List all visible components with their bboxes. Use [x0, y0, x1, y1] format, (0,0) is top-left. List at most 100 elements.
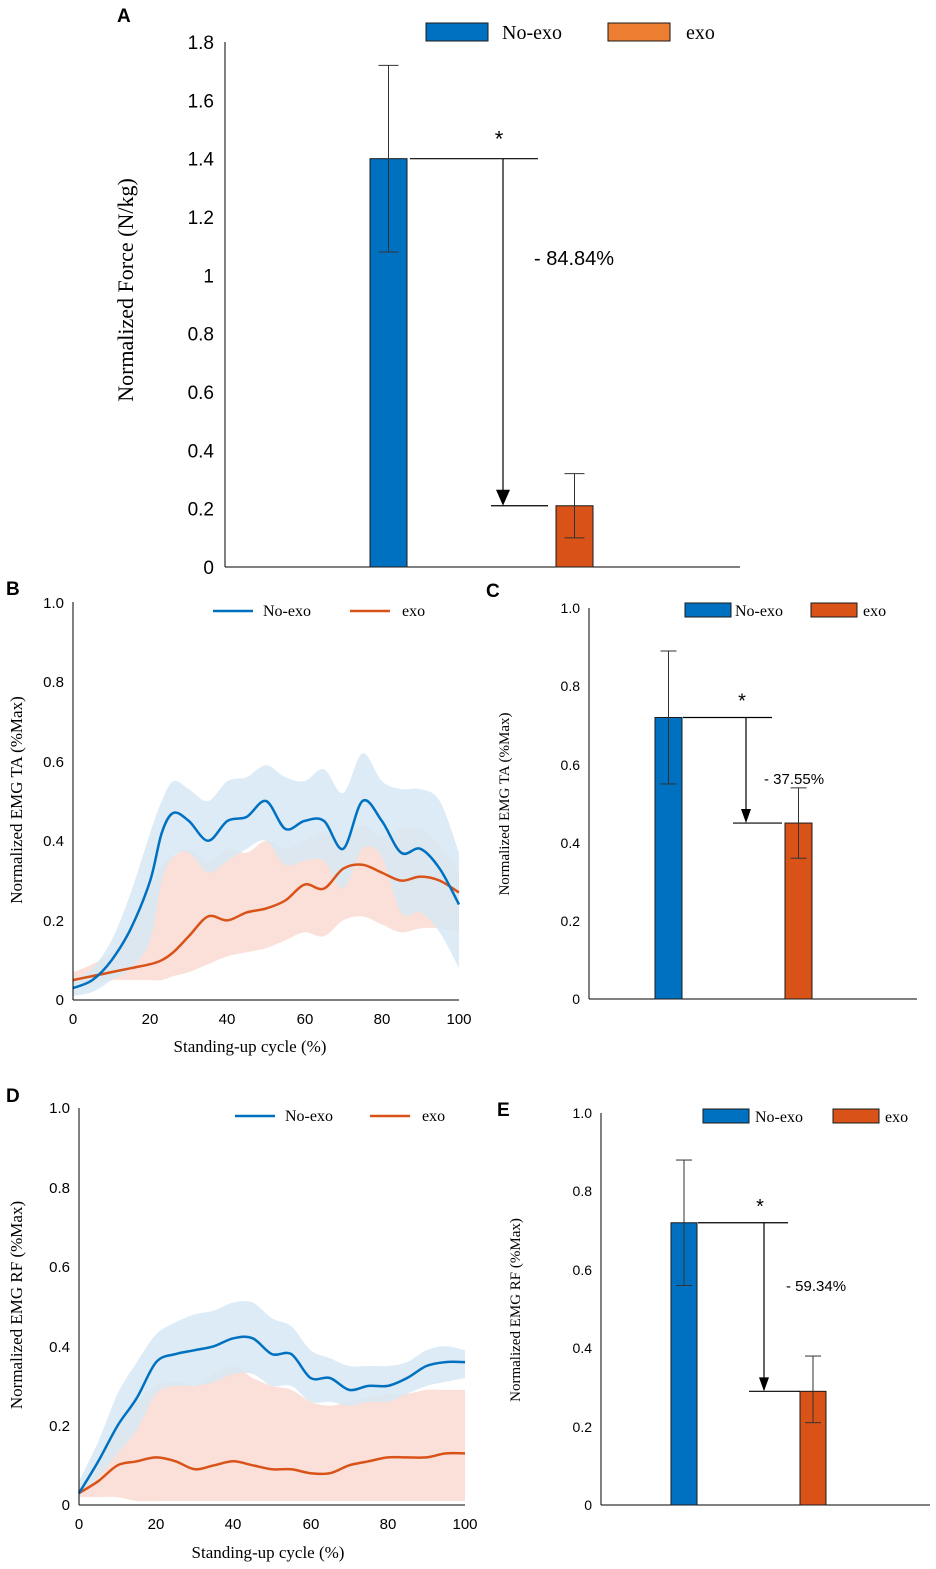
legend-label-no-exo: No-exo	[263, 603, 311, 620]
panel-c-ylabel: Normalized EMG TA (%Max)	[497, 712, 513, 895]
legend-label-exo: exo	[402, 603, 425, 620]
panel-a-ylabel: Normalized Force (N/kg)	[113, 178, 138, 402]
legend-swatch-no-exo	[702, 1108, 750, 1124]
y-tick-label: 0.6	[573, 1262, 593, 1278]
percent-change-label: - 37.55%	[764, 771, 824, 788]
significance-marker: *	[738, 690, 746, 712]
y-tick-label: 1.6	[188, 91, 214, 112]
x-tick-label: 80	[380, 1516, 397, 1533]
panel-b-yticks: 0 0.2 0.4 0.6 0.8 1.0	[43, 595, 64, 1009]
legend-label-exo: exo	[863, 603, 886, 620]
panel-a: A Normalized Force (N/kg) 0 0.2 0.4 0.6 …	[113, 6, 740, 579]
y-tick-label: 1.2	[188, 208, 214, 229]
x-tick-label: 60	[303, 1516, 320, 1533]
y-tick-label: 0.2	[561, 913, 581, 929]
panel-e-letter: E	[497, 1100, 510, 1121]
y-tick-label: 0	[56, 992, 64, 1009]
y-tick-label: 0	[62, 1497, 70, 1514]
y-tick-label: 1.0	[573, 1105, 593, 1121]
y-tick-label: 0.8	[573, 1183, 593, 1199]
legend-label-no-exo: No-exo	[502, 22, 562, 44]
y-tick-label: 1.0	[561, 600, 581, 616]
panel-d-xlabel: Standing-up cycle (%)	[192, 1543, 345, 1562]
y-tick-label: 1.0	[49, 1100, 70, 1117]
legend-swatch-exo	[832, 1108, 880, 1124]
y-tick-label: 0.2	[49, 1418, 70, 1435]
legend-label-exo: exo	[686, 22, 715, 44]
y-tick-label: 1.4	[188, 150, 215, 171]
y-tick-label: 0.4	[573, 1340, 593, 1356]
y-tick-label: 0.2	[573, 1419, 593, 1435]
legend-label-no-exo: No-exo	[285, 1108, 333, 1125]
y-tick-label: 0.4	[561, 835, 581, 851]
panel-b-xlabel: Standing-up cycle (%)	[174, 1037, 327, 1056]
reduction-arrow-head	[741, 809, 751, 824]
panel-a-yticks: 0 0.2 0.4 0.6 0.8 1 1.2 1.4 1.6 1.8	[188, 33, 215, 579]
x-tick-label: 0	[75, 1516, 83, 1533]
x-tick-label: 20	[148, 1516, 165, 1533]
panel-e-yticks: 0 0.2 0.4 0.6 0.8 1.0	[573, 1105, 593, 1513]
y-tick-label: 0.4	[188, 441, 215, 462]
significance-marker: *	[495, 127, 504, 152]
legend-swatch-no-exo	[684, 602, 732, 618]
x-tick-label: 60	[297, 1011, 314, 1028]
legend-label-no-exo: No-exo	[755, 1109, 803, 1126]
line-no-exo	[77, 1335, 466, 1494]
y-tick-label: 0.8	[188, 325, 214, 346]
panel-d-letter: D	[6, 1086, 20, 1107]
x-tick-label: 100	[446, 1011, 471, 1028]
x-tick-label: 40	[225, 1516, 242, 1533]
percent-change-label: - 59.34%	[786, 1278, 846, 1295]
y-tick-label: 0.8	[561, 678, 581, 694]
panel-c-letter: C	[486, 581, 500, 602]
line-no-exo	[72, 798, 461, 990]
legend-swatch-exo	[810, 602, 858, 618]
y-tick-label: 1.8	[188, 33, 214, 54]
percent-change-label: - 84.84%	[534, 248, 614, 270]
band-no-exo	[73, 753, 459, 996]
x-tick-label: 40	[219, 1011, 236, 1028]
panel-b-plot	[72, 753, 461, 996]
panel-d-plot	[77, 1300, 466, 1502]
band-no-exo	[79, 1300, 465, 1498]
panel-d-ylabel: Normalized EMG RF (%Max)	[7, 1201, 26, 1409]
y-tick-label: 0.4	[49, 1339, 70, 1356]
panel-a-letter: A	[117, 6, 131, 27]
y-tick-label: 0.2	[43, 913, 64, 930]
reduction-arrow-head	[496, 489, 510, 506]
panel-a-bars: * - 84.84%	[369, 64, 614, 568]
y-tick-label: 0.8	[49, 1180, 70, 1197]
panel-c: C Normalized EMG TA (%Max) 0 0.2 0.4 0.6…	[486, 581, 917, 1007]
y-tick-label: 0.2	[188, 500, 214, 521]
y-tick-label: 0	[203, 558, 214, 579]
y-tick-label: 0.6	[188, 383, 214, 404]
panel-d: D Normalized EMG RF (%Max) 0 0.2 0.4 0.6…	[6, 1086, 478, 1562]
y-tick-label: 0	[572, 991, 580, 1007]
y-tick-label: 1	[203, 266, 214, 287]
panel-b-letter: B	[6, 579, 20, 600]
panel-b-xticks: 0 20 40 60 80 100	[69, 1011, 472, 1028]
y-tick-label: 0.6	[49, 1259, 70, 1276]
x-tick-label: 100	[452, 1516, 477, 1533]
panel-d-xticks: 0 20 40 60 80 100	[75, 1516, 478, 1533]
significance-marker: *	[756, 1196, 764, 1218]
legend-label-exo: exo	[885, 1109, 908, 1126]
panel-b: B Normalized EMG TA (%Max) 0 0.2 0.4 0.6…	[6, 579, 472, 1056]
legend-swatch-no-exo	[425, 22, 489, 42]
y-tick-label: 0.4	[43, 833, 64, 850]
panel-e-ylabel: Normalized EMG RF (%Max)	[508, 1218, 524, 1402]
legend-label-no-exo: No-exo	[735, 603, 783, 620]
x-tick-label: 0	[69, 1011, 77, 1028]
panel-e-bars: * - 59.34%	[670, 1159, 846, 1506]
x-tick-label: 80	[374, 1011, 391, 1028]
panel-c-bars: * - 37.55%	[654, 650, 824, 1000]
y-tick-label: 0.6	[561, 757, 581, 773]
y-tick-label: 0	[584, 1497, 592, 1513]
legend-label-exo: exo	[422, 1108, 445, 1125]
x-tick-label: 20	[142, 1011, 159, 1028]
y-tick-label: 1.0	[43, 595, 64, 612]
panel-d-yticks: 0 0.2 0.4 0.6 0.8 1.0	[49, 1100, 70, 1514]
legend-swatch-exo	[607, 22, 671, 42]
y-tick-label: 0.8	[43, 674, 64, 691]
